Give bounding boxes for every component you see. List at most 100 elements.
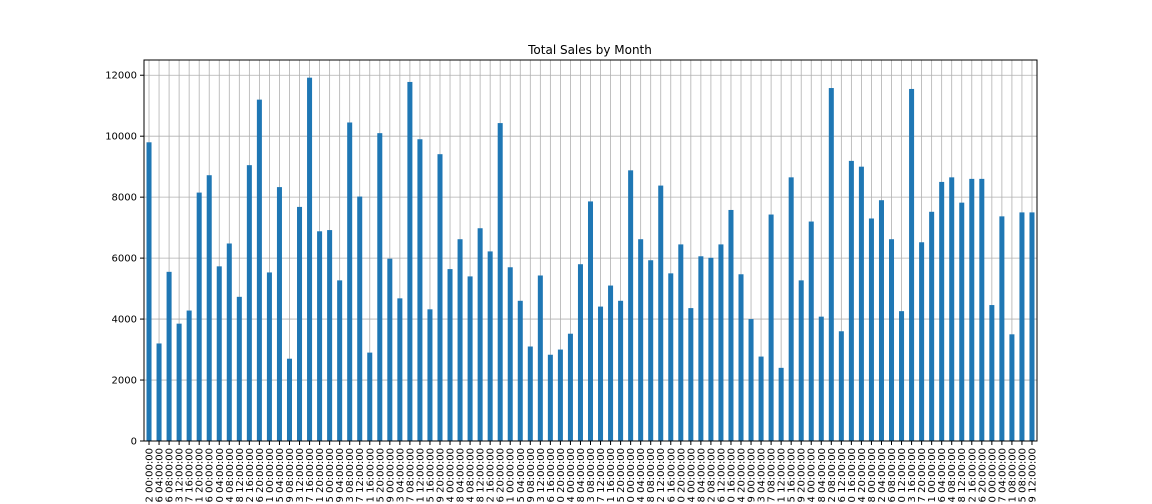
bar — [176, 323, 182, 441]
bar — [557, 349, 563, 441]
bar — [608, 285, 614, 441]
x-tick-label: 6 20:00:00 — [255, 448, 266, 502]
x-tick-label: 8 12:00:00 — [957, 448, 968, 502]
bar — [848, 160, 854, 441]
x-tick-label: 8 12:00:00 — [476, 448, 487, 502]
bar — [828, 88, 834, 442]
x-tick-label: 6 16:00:00 — [666, 448, 677, 502]
x-tick-label: 0 04:00:00 — [215, 448, 226, 502]
bar — [718, 244, 724, 441]
bar — [929, 211, 935, 441]
x-tick-label: 8 04:00:00 — [817, 448, 828, 502]
x-tick-label: 5 20:00:00 — [616, 448, 627, 502]
bar — [547, 354, 553, 441]
x-tick-label: 6 08:00:00 — [165, 448, 176, 502]
x-tick-label: 2 16:00:00 — [245, 448, 256, 502]
x-tick-label: 1 16:00:00 — [365, 448, 376, 502]
x-tick-label: 2 16:00:00 — [486, 448, 497, 502]
x-tick-label: 0 00:00:00 — [987, 448, 998, 502]
x-tick-label: 9 08:00:00 — [285, 448, 296, 502]
bar — [146, 142, 152, 441]
bar — [347, 122, 353, 441]
x-tick-label: 8 08:00:00 — [646, 448, 657, 502]
bar — [748, 319, 754, 441]
x-tick-label: 0 16:00:00 — [726, 448, 737, 502]
chart-title: Total Sales by Month — [527, 43, 652, 57]
bar — [778, 367, 784, 441]
bar — [467, 276, 473, 441]
bar — [648, 260, 654, 441]
x-tick-label: 8 04:00:00 — [696, 448, 707, 502]
x-tick-label: 9 00:00:00 — [385, 448, 396, 502]
x-tick-label: 1 20:00:00 — [315, 448, 326, 502]
bar — [668, 273, 674, 441]
x-tick-label: 3 12:00:00 — [295, 448, 306, 502]
x-tick-label: 6 08:00:00 — [887, 448, 898, 502]
bar — [427, 309, 433, 441]
x-tick-label: 4 08:00:00 — [947, 448, 958, 502]
bar — [768, 214, 774, 441]
bar — [587, 201, 594, 441]
x-tick-label: 7 12:00:00 — [596, 448, 607, 502]
x-tick-label: 7 08:00:00 — [405, 448, 416, 502]
x-tick-label: 7 04:00:00 — [997, 448, 1008, 502]
x-tick-label: 3 16:00:00 — [907, 448, 918, 502]
x-tick-label: 1 00:00:00 — [927, 448, 938, 502]
bar — [307, 77, 313, 441]
x-tick-label: 6 16:00:00 — [546, 448, 557, 502]
x-tick-label: 7 20:00:00 — [917, 448, 928, 502]
bar — [517, 300, 523, 441]
bar — [909, 88, 915, 442]
bar — [487, 251, 493, 441]
bar — [638, 239, 644, 441]
bar — [658, 185, 664, 441]
bar — [297, 206, 303, 441]
bar — [788, 177, 794, 441]
bar — [497, 123, 503, 441]
bar — [377, 133, 383, 442]
bar — [698, 256, 704, 441]
x-tick-label: 5 08:00:00 — [1017, 448, 1028, 502]
bar — [618, 300, 624, 441]
bar — [868, 218, 874, 441]
bar — [156, 343, 162, 441]
x-tick-label: 8 04:00:00 — [576, 448, 587, 502]
bar — [266, 272, 272, 441]
bar — [327, 230, 333, 441]
bar — [507, 267, 513, 441]
bar — [226, 243, 232, 441]
bar — [527, 346, 533, 441]
x-tick-label: 8 12:00:00 — [235, 448, 246, 502]
x-tick-label: 2 16:00:00 — [967, 448, 978, 502]
bar — [437, 154, 443, 441]
bar — [818, 316, 824, 441]
x-tick-label: 3 04:00:00 — [757, 448, 768, 502]
x-tick-label: 4 00:00:00 — [446, 448, 457, 502]
x-tick-label: 4 08:00:00 — [225, 448, 236, 502]
x-tick-label: 6 00:00:00 — [205, 448, 216, 502]
bar — [477, 228, 483, 441]
x-tick-label: 6 20:00:00 — [496, 448, 507, 502]
x-tick-label: 6 04:00:00 — [937, 448, 948, 502]
x-tick-label: 7 16:00:00 — [185, 448, 196, 502]
x-tick-label: 5 16:00:00 — [787, 448, 798, 502]
x-tick-label: 2 08:00:00 — [827, 448, 838, 502]
bar — [798, 280, 804, 441]
bar — [728, 209, 734, 441]
bar — [387, 258, 393, 441]
bar — [537, 275, 543, 441]
x-tick-label: 8 04:00:00 — [456, 448, 467, 502]
bar — [256, 99, 262, 442]
bar — [678, 244, 684, 441]
x-tick-label: 1 16:00:00 — [606, 448, 617, 502]
x-tick-label: 9 00:00:00 — [747, 448, 758, 502]
y-tick-label: 4000 — [112, 315, 137, 326]
bar — [688, 308, 694, 441]
bar — [758, 356, 764, 441]
bar — [367, 352, 373, 441]
bar — [738, 274, 744, 441]
x-tick-label: 4 04:00:00 — [636, 448, 647, 502]
y-tick-label: 6000 — [112, 254, 137, 265]
bar — [979, 178, 985, 441]
bar — [206, 175, 212, 441]
